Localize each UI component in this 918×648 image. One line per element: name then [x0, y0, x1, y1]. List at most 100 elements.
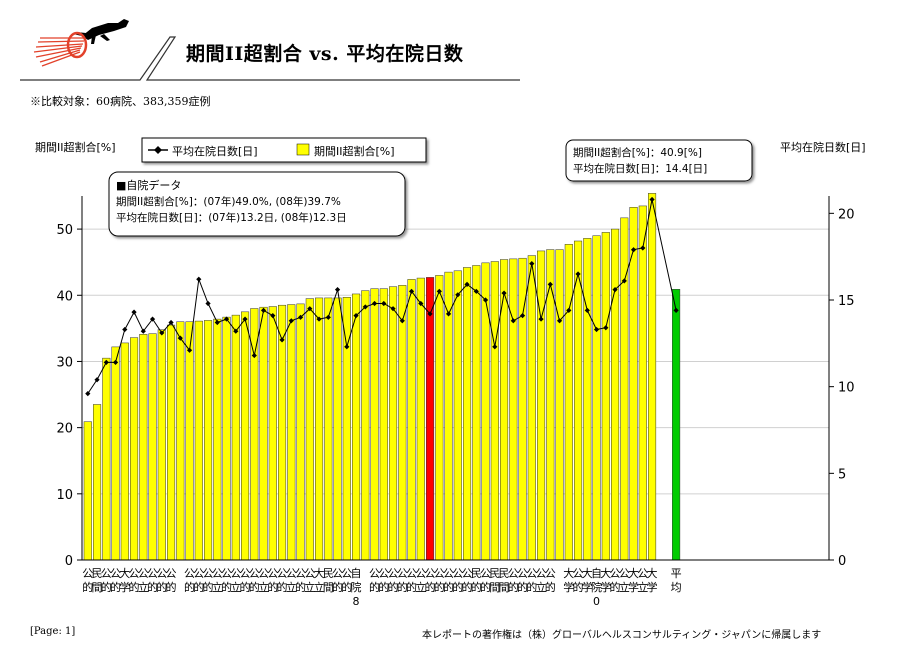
category-label-line2: 的: [82, 580, 93, 594]
bar: [194, 320, 203, 561]
category-label: 公: [184, 567, 195, 580]
line-point: [492, 344, 498, 350]
category-label: 大: [628, 566, 639, 580]
bar: [611, 228, 620, 561]
category-label: 大: [563, 566, 574, 580]
bar: [463, 267, 472, 561]
category-label: 公: [462, 567, 473, 580]
category-label-line2: 的: [110, 580, 121, 594]
category-label-line2: 的: [295, 580, 306, 594]
category-label: 公: [388, 567, 399, 580]
right-tick-label: 5: [838, 467, 846, 482]
line-point: [131, 309, 137, 315]
legend-line-label: 平均在院日数[日]: [172, 144, 258, 158]
left-axis-title: 期間II超割合[%]: [35, 140, 116, 154]
category-label: 公: [378, 567, 389, 580]
category-label: 公: [267, 567, 278, 580]
left-tick-label: 20: [56, 422, 73, 437]
line-point: [214, 319, 220, 326]
category-label-line2: 間: [499, 581, 510, 594]
category-label: 公: [240, 567, 251, 580]
category-label: 公: [425, 567, 436, 580]
bar: [509, 258, 518, 561]
line-point: [612, 287, 618, 293]
line-point: [362, 304, 368, 310]
self-box-line2: 平均在院日数[日]：(07年)13.2日, (08年)12.3日: [116, 211, 347, 224]
bar: [231, 314, 240, 561]
category-label: 自: [351, 567, 362, 580]
line-point: [233, 328, 239, 334]
category-label: 公: [536, 567, 547, 580]
category-label-line2: 的: [434, 580, 445, 594]
category-label: 民: [323, 567, 334, 580]
line-point: [251, 352, 257, 359]
bar: [278, 304, 287, 561]
line-point: [307, 306, 313, 312]
category-label-line3: 0: [593, 595, 600, 608]
category-label-line2: 立: [637, 580, 648, 594]
bar: [620, 217, 629, 561]
category-label-line3: 8: [353, 595, 360, 608]
category-label-line2: 立: [258, 580, 269, 594]
category-label: 公: [415, 567, 426, 580]
bar: [157, 329, 166, 561]
category-label: 大: [600, 566, 611, 580]
right-tick-label: 0: [838, 554, 846, 569]
category-label-line2: 的: [388, 580, 399, 594]
category-label-line2: 的: [147, 580, 158, 594]
line-point: [455, 292, 461, 298]
category-label: 民: [92, 567, 103, 580]
left-tick-label: 0: [65, 554, 73, 569]
category-label-line2: 的: [480, 580, 491, 594]
bar: [111, 346, 120, 561]
category-label: 公: [332, 567, 343, 580]
bar: [481, 262, 490, 561]
category-label-line2: 的: [369, 580, 380, 594]
line-point: [196, 276, 202, 282]
average-info-box: 期間II超割合[%]：40.9[%] 平均在院日数[日]：14.4[日]: [565, 139, 753, 182]
category-label: 公: [295, 567, 306, 580]
bar: [518, 257, 527, 561]
line-point: [529, 261, 535, 267]
line-point: [223, 316, 230, 322]
category-label: 公: [221, 567, 232, 580]
category-label-line2: 立: [212, 580, 223, 594]
category-label-line2: 的: [526, 580, 537, 594]
left-tick-label: 50: [56, 223, 73, 238]
category-label-line2: 的: [443, 580, 454, 594]
category-label-line2: 的: [545, 580, 556, 594]
category-label: 公: [434, 567, 445, 580]
category-label: 公: [452, 567, 463, 580]
bar: [453, 270, 462, 561]
category-label-line2: 的: [610, 580, 621, 594]
line-point: [427, 311, 433, 317]
line-point: [85, 391, 91, 397]
legend-bar-swatch: [296, 143, 310, 156]
line-point: [501, 290, 507, 296]
category-label: 民: [499, 567, 510, 580]
category-label-line2: 立: [286, 580, 297, 594]
line-point: [566, 307, 572, 313]
category-label: 自: [591, 567, 602, 580]
line-point: [519, 313, 526, 319]
category-label-line2: 的: [332, 580, 343, 594]
line-point: [473, 288, 479, 294]
bar: [352, 293, 361, 561]
line-point: [279, 337, 285, 343]
bar: [500, 259, 509, 561]
line-point: [603, 325, 609, 331]
line-point: [371, 300, 378, 307]
line-point: [260, 307, 267, 313]
bar: [213, 318, 222, 561]
bar: [435, 275, 444, 561]
bar: [222, 316, 231, 561]
category-label-line2: 院: [351, 580, 362, 594]
category-label-line2: 的: [471, 580, 482, 594]
category-label-line2: 的: [277, 580, 288, 594]
line-point: [538, 316, 544, 322]
bar: [537, 250, 546, 561]
category-label-line2: 的: [425, 580, 436, 594]
legend-bar-label: 期間II超割合[%]: [314, 144, 395, 158]
line-series: [85, 196, 679, 397]
line-point: [464, 281, 470, 287]
